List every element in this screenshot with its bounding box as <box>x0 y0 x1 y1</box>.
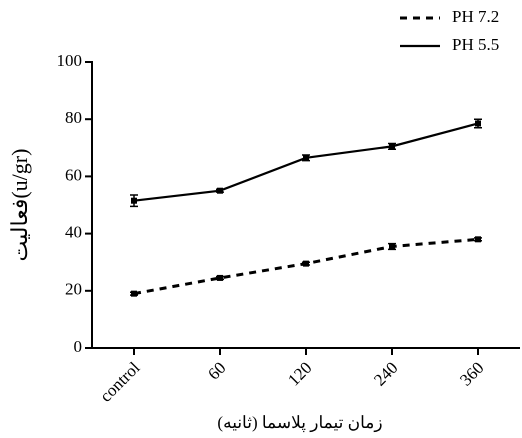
point <box>217 274 223 281</box>
y-tick-label: 0 <box>74 337 83 356</box>
point <box>131 197 137 204</box>
legend-label: PH 5.5 <box>452 35 499 54</box>
x-tick-label: 240 <box>370 358 401 389</box>
point <box>217 187 223 194</box>
y-tick-label: 100 <box>57 51 83 70</box>
series-line <box>133 122 479 202</box>
point <box>131 290 137 297</box>
point <box>303 154 309 161</box>
point <box>475 236 481 243</box>
y-tick-label: 60 <box>65 165 82 184</box>
y-tick-label: 80 <box>65 108 82 127</box>
point <box>389 143 395 150</box>
y-tick-label: 20 <box>65 280 82 299</box>
point <box>389 243 395 250</box>
x-tick-label: control <box>96 358 144 406</box>
x-axis-title: زمان تیمار پلاسما (ثانیه) <box>217 413 382 433</box>
x-tick-label: 360 <box>456 358 487 389</box>
point <box>303 260 309 267</box>
y-tick-label: 40 <box>65 223 82 242</box>
point <box>475 120 481 127</box>
x-tick-label: 60 <box>204 358 229 383</box>
x-tick-label: 120 <box>284 358 315 389</box>
legend-label: PH 7.2 <box>452 7 499 26</box>
y-axis-title: فعالیت(u/gr) <box>7 149 32 262</box>
